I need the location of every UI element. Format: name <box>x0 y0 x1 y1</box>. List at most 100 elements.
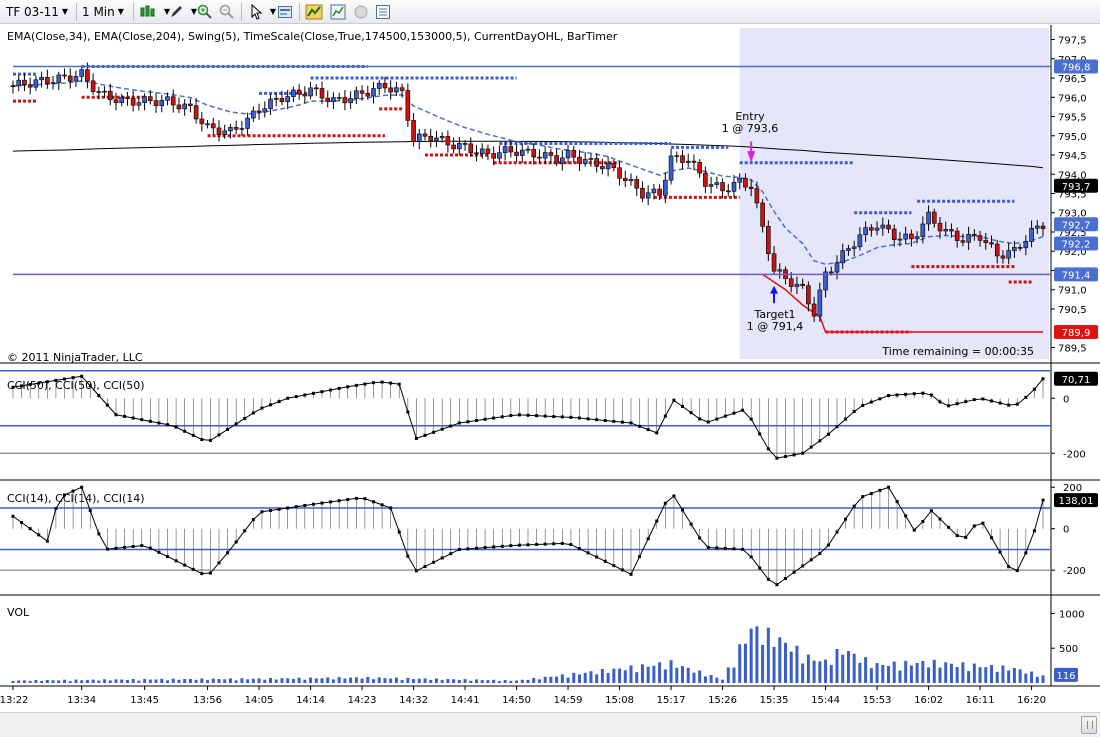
candle-body <box>85 69 90 82</box>
entry-detail: 1 @ 793,6 <box>722 122 778 135</box>
candle-body <box>949 229 954 232</box>
cci-point <box>449 424 453 428</box>
cci-point <box>981 521 985 525</box>
cci-point <box>449 552 453 556</box>
volume-bar <box>858 662 862 683</box>
volume-bar <box>417 678 421 683</box>
day-low-line <box>762 273 1043 333</box>
candle-body <box>828 271 834 274</box>
volume-bar <box>440 679 444 683</box>
interval-selector[interactable]: 1 Min ▼ <box>82 3 124 20</box>
zoom-in-icon[interactable] <box>196 3 214 20</box>
candle-body <box>62 74 67 77</box>
cci-point <box>861 403 865 407</box>
cci-point <box>1024 551 1028 555</box>
volume-bar <box>555 676 559 683</box>
cci-point <box>88 509 92 513</box>
time-tick-label: 14:41 <box>451 695 480 706</box>
volume-bar <box>881 664 885 683</box>
cci-point <box>157 550 161 554</box>
cci-point <box>200 572 204 576</box>
candle-body <box>926 211 931 225</box>
cci-point <box>311 391 315 395</box>
cci-point <box>612 564 616 568</box>
properties-icon[interactable] <box>276 3 294 20</box>
cci-point <box>337 386 341 390</box>
horizontal-scrollbar[interactable] <box>0 712 1100 737</box>
record-icon[interactable] <box>352 3 370 20</box>
cci-point <box>1007 403 1011 407</box>
chart-trader-icon[interactable] <box>329 3 347 20</box>
cci-point <box>483 546 487 550</box>
candle-body <box>313 87 319 90</box>
candle-body <box>972 233 977 236</box>
volume-bar <box>887 665 890 683</box>
data-box-icon[interactable] <box>374 3 392 20</box>
cci-point <box>88 384 92 388</box>
time-tick-label: 15:35 <box>760 695 789 706</box>
candle-body <box>165 96 170 101</box>
cci-point <box>904 514 908 518</box>
candle-body <box>725 190 731 193</box>
candle-body <box>708 184 714 187</box>
cci-point <box>947 404 951 408</box>
cci-point <box>595 418 599 422</box>
cci-point <box>715 546 719 550</box>
volume-bar <box>629 665 633 683</box>
candle-body <box>462 143 468 145</box>
volume-bar <box>801 663 805 683</box>
candle-body <box>674 155 680 157</box>
chevron-down-icon[interactable]: ▼ <box>163 7 171 16</box>
axis-labels: 13:22 13:34 13:45 13:56 14:05 14:14 14:23 14:32… <box>0 686 1046 706</box>
zoom-out-icon[interactable] <box>218 3 236 20</box>
volume-bar <box>314 678 318 683</box>
candle-body <box>954 230 960 241</box>
cci-point <box>784 455 787 459</box>
candle-body <box>605 162 611 170</box>
scrollbar-thumb[interactable] <box>1081 716 1097 734</box>
pointer-icon[interactable] <box>247 3 265 20</box>
volume-bar <box>469 680 473 683</box>
candle-body <box>90 80 96 92</box>
bars-type-icon[interactable] <box>139 3 157 20</box>
cci-point <box>174 425 178 429</box>
cci-point <box>372 500 375 504</box>
draw-pencil-icon[interactable] <box>168 3 186 20</box>
candle-body <box>405 90 411 121</box>
cci-point <box>990 399 993 403</box>
volume-bar <box>686 667 690 683</box>
candle-body <box>205 123 210 126</box>
candle-body <box>668 155 674 181</box>
cci-point <box>500 544 504 548</box>
cci-point <box>406 554 410 558</box>
volume-bar <box>612 668 616 683</box>
cci-point <box>11 385 15 389</box>
candle-body <box>817 289 823 317</box>
candle-body <box>251 110 256 119</box>
cci-tick-label: 0 <box>1063 525 1069 536</box>
cci-point <box>466 420 470 424</box>
chevron-down-icon[interactable]: ▼ <box>269 7 277 16</box>
strategy-icon[interactable] <box>305 3 323 20</box>
candle-body <box>1006 250 1011 259</box>
volume-bar <box>297 677 301 683</box>
cci50-series: 0 -200 70,71 <box>0 370 1098 460</box>
candle-body <box>766 226 771 255</box>
instrument-selector[interactable]: TF 03-11 ▼ <box>6 3 68 20</box>
candle-body <box>617 167 622 179</box>
candle-body <box>966 233 971 243</box>
volume-bar <box>509 680 513 683</box>
chevron-down-icon[interactable]: ▼ <box>190 7 198 16</box>
cci-point <box>861 495 865 499</box>
price-chart[interactable]: 797,5797,0796,5796,0795,5795,0794,5794,0… <box>0 25 1100 712</box>
candle-body <box>16 79 22 87</box>
volume-bar <box>160 678 164 683</box>
volume-bar <box>812 660 816 683</box>
volume-bar <box>303 679 307 683</box>
volume-bar <box>520 679 524 683</box>
cci-point <box>560 541 564 545</box>
volume-bar <box>824 659 828 683</box>
candle-body <box>50 82 56 84</box>
volume-bar <box>80 680 84 683</box>
cci-point <box>191 433 195 437</box>
